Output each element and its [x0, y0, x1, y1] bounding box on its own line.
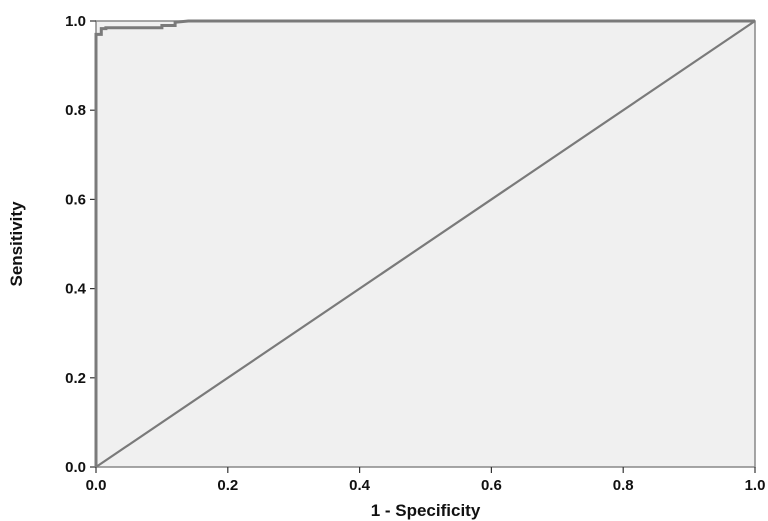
- series-layer: [94, 19, 756, 468]
- x-tick-label: 0.4: [349, 477, 371, 494]
- reference-line: [95, 20, 756, 468]
- y-tick-label: 0.8: [65, 102, 86, 119]
- x-tick-label: 0.8: [613, 477, 634, 494]
- roc-curve: [94, 19, 755, 467]
- x-axis: 0.0 0.2 0.4 0.6 0.8 1.0: [86, 467, 766, 494]
- x-tick-label: 0.6: [481, 477, 502, 494]
- y-tick-label: 0.2: [65, 370, 86, 387]
- y-tick-label: 1.0: [65, 13, 86, 30]
- x-tick-label: 1.0: [745, 477, 766, 494]
- x-tick-label: 0.0: [86, 477, 107, 494]
- x-axis-title: 1 - Specificity: [371, 501, 481, 520]
- y-tick-label: 0.4: [65, 281, 87, 298]
- y-axis: 0.0 0.2 0.4 0.6 0.8 1.0: [65, 13, 96, 476]
- y-axis-title: Sensitivity: [7, 201, 26, 287]
- y-tick-label: 0.6: [65, 191, 86, 208]
- x-tick-label: 0.2: [217, 477, 238, 494]
- y-tick-label: 0.0: [65, 459, 86, 476]
